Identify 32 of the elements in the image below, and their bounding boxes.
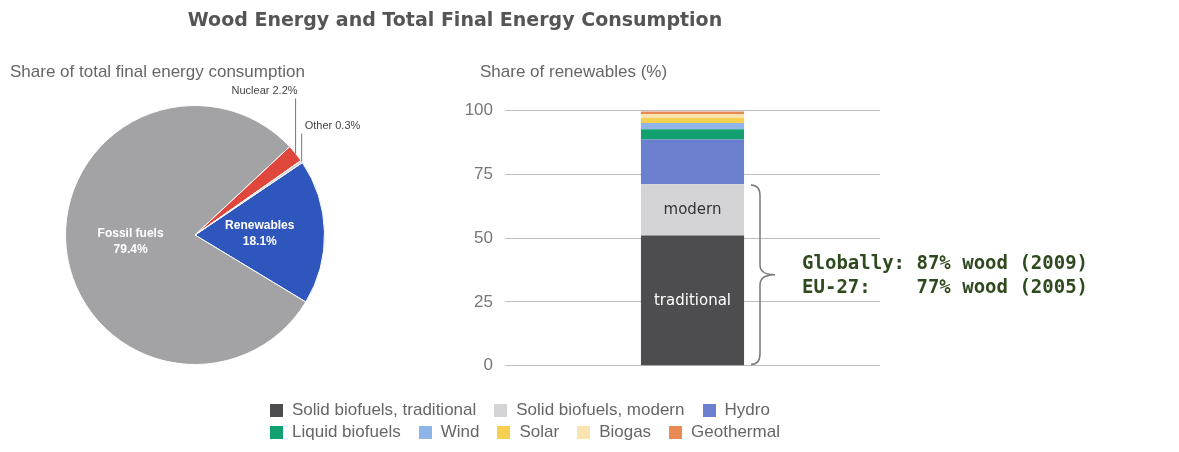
bar	[640, 235, 745, 366]
legend-label: Hydro	[723, 400, 770, 420]
y-tick-label: 50	[474, 227, 493, 247]
data-label: traditional	[653, 290, 732, 309]
legend-label: Geothermal	[690, 422, 780, 442]
text: Wood Energy and Total Final Energy Consumption	[186, 8, 724, 30]
y-tick-label: 75	[474, 163, 493, 183]
legend-label: Wind	[439, 422, 480, 442]
slice-label: Fossil fuels	[97, 225, 164, 240]
slice-label: Renewables	[225, 217, 295, 232]
slice-label: Other 0.3%	[304, 119, 361, 132]
text: EU-27: 77% wood (2005)	[802, 275, 1089, 298]
legend-label: Biogas	[598, 422, 652, 442]
legend-label: Solid biofuels, modern	[515, 400, 685, 420]
legend-label: Solid biofuels, traditional	[291, 400, 477, 420]
slice-label: Nuclear 2.2%	[231, 83, 298, 96]
legend-label: Solar	[518, 422, 560, 442]
y-tick-label: 25	[474, 291, 493, 311]
y-tick-label: 100	[464, 99, 493, 119]
legend-label: Liquid biofuels	[291, 422, 401, 442]
bar	[640, 139, 745, 185]
bar	[640, 117, 745, 123]
y-axis-title: Share of renewables (%)	[480, 62, 668, 82]
data-label: 79.4%	[113, 241, 148, 256]
bar	[640, 184, 745, 236]
data-label: modern	[663, 199, 722, 218]
bar	[640, 122, 745, 130]
y-tick-label: 0	[483, 355, 493, 375]
chart-subtitle: Share of total final energy consumption	[10, 62, 305, 82]
data-label: 18.1%	[242, 233, 278, 248]
text: Globally: 87% wood (2009)	[802, 251, 1089, 274]
bar	[640, 129, 745, 140]
